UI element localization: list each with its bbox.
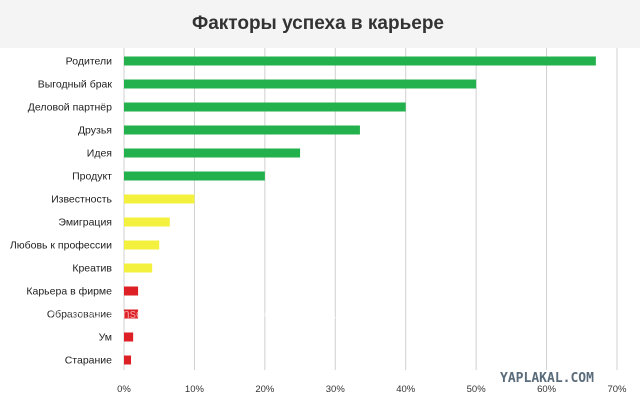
bar xyxy=(124,217,170,227)
category-label: Друзья xyxy=(78,125,112,137)
x-tick-label: 30% xyxy=(326,384,346,395)
x-tick-label: 60% xyxy=(537,384,557,395)
category-label: Выгодный брак xyxy=(38,79,113,91)
bar xyxy=(124,240,160,250)
chart-title: Факторы успеха в карьере xyxy=(192,13,444,34)
x-tick-label: 40% xyxy=(396,384,416,395)
overlay-caption-line-1: Райс... ...ут «Hoke Sense» Диаграмма фак… xyxy=(0,307,362,321)
bar xyxy=(124,194,195,204)
bar xyxy=(124,148,301,158)
x-tick-label: 20% xyxy=(255,384,275,395)
category-label: Продукт xyxy=(72,171,112,183)
gridlines xyxy=(123,48,618,370)
category-label: Любовь к профессии xyxy=(10,240,112,252)
category-label: Известность xyxy=(51,194,112,206)
category-label: Родители xyxy=(66,56,112,68)
category-label: Образование xyxy=(47,309,112,321)
x-tick-label: 70% xyxy=(607,384,627,395)
bar xyxy=(124,56,596,66)
category-label: Идея xyxy=(87,148,112,160)
bars xyxy=(124,56,596,365)
overlay-caption-line-4: ...1.19 в 19:35 xyxy=(4,391,74,403)
bar xyxy=(124,102,406,112)
watermark-text: YAPLAKAL.COM xyxy=(500,371,594,386)
category-label: Ум xyxy=(99,332,112,344)
x-tick-label: 10% xyxy=(185,384,205,395)
bar xyxy=(124,332,134,342)
category-label: Старание xyxy=(65,355,112,367)
x-tick-label: 0% xyxy=(117,384,131,395)
x-axis-ticks: 0% 10% 20% 30% 40% 50% 60% 70% xyxy=(117,384,627,395)
category-label: Карьера в фирме xyxy=(26,286,112,298)
category-label: Эмиграция xyxy=(58,217,112,229)
category-labels: Родители Выгодный брак Деловой партнёр Друз… xyxy=(10,56,113,367)
bar xyxy=(124,286,139,296)
bar xyxy=(124,171,265,181)
overlay-caption-line-3: ...сней Сиол... xyxy=(4,369,76,381)
category-label: Креатив xyxy=(72,263,112,275)
category-label: Деловой партнёр xyxy=(28,102,112,114)
bar xyxy=(124,309,139,319)
overlay-caption-line-2: ...одной кар... xyxy=(4,329,83,343)
bar xyxy=(124,263,153,273)
bar xyxy=(124,79,477,89)
x-tick-label: 50% xyxy=(467,384,487,395)
bar xyxy=(124,355,132,365)
bar xyxy=(124,125,360,135)
